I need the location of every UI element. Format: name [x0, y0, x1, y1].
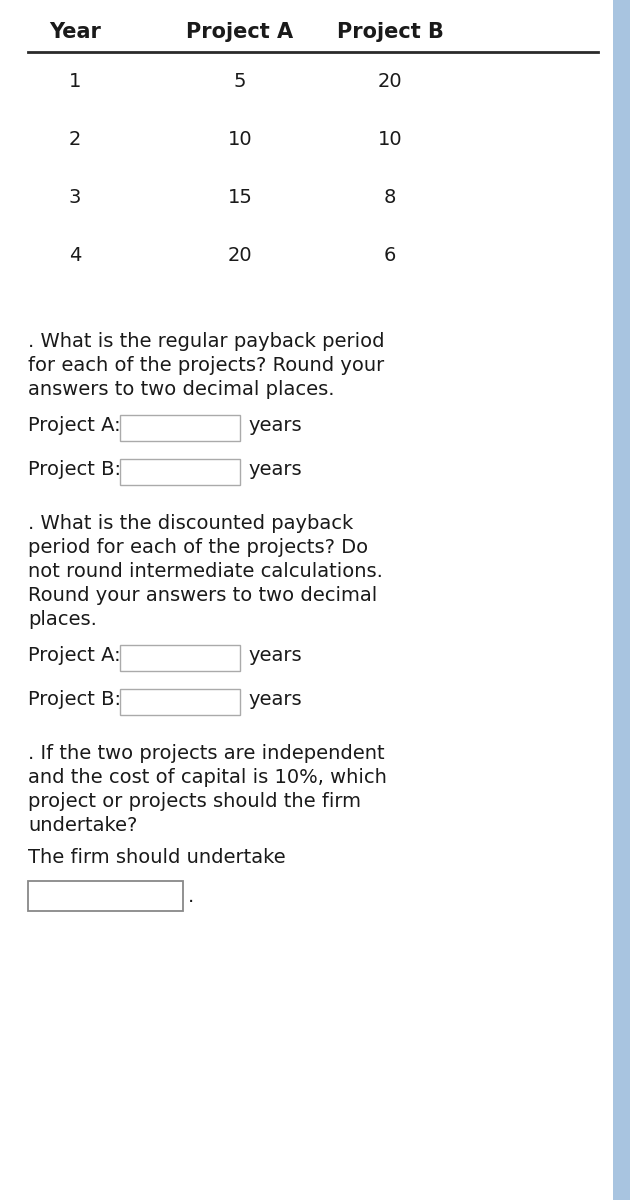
- Text: years: years: [248, 460, 302, 479]
- Text: 4: 4: [69, 246, 81, 265]
- Text: -Select-: -Select-: [38, 887, 122, 906]
- Text: years: years: [248, 416, 302, 434]
- FancyBboxPatch shape: [120, 646, 240, 671]
- Text: Year: Year: [49, 22, 101, 42]
- Text: Project B:: Project B:: [28, 690, 121, 709]
- Text: 1: 1: [69, 72, 81, 91]
- Text: Round your answers to two decimal: Round your answers to two decimal: [28, 586, 377, 605]
- Text: 10: 10: [378, 130, 403, 149]
- Text: for each of the projects? Round your: for each of the projects? Round your: [28, 356, 384, 374]
- Bar: [613, 0, 630, 1200]
- Text: . What is the discounted payback: . What is the discounted payback: [28, 514, 353, 533]
- Text: .: .: [188, 887, 194, 906]
- Text: 2: 2: [69, 130, 81, 149]
- Text: not round intermediate calculations.: not round intermediate calculations.: [28, 562, 383, 581]
- FancyBboxPatch shape: [120, 689, 240, 715]
- Text: Project B: Project B: [336, 22, 444, 42]
- Text: 5: 5: [234, 72, 246, 91]
- Text: answers to two decimal places.: answers to two decimal places.: [28, 380, 335, 398]
- Text: years: years: [248, 646, 302, 665]
- Text: ◇: ◇: [159, 888, 171, 904]
- Text: Project B:: Project B:: [28, 460, 121, 479]
- Text: 3: 3: [69, 188, 81, 206]
- Text: 6: 6: [384, 246, 396, 265]
- Text: . If the two projects are independent: . If the two projects are independent: [28, 744, 385, 763]
- Text: years: years: [248, 690, 302, 709]
- Text: places.: places.: [28, 610, 97, 629]
- FancyBboxPatch shape: [120, 458, 240, 485]
- Text: Project A:: Project A:: [28, 416, 120, 434]
- Text: . What is the regular payback period: . What is the regular payback period: [28, 332, 384, 350]
- Text: 20: 20: [378, 72, 403, 91]
- Text: undertake?: undertake?: [28, 816, 137, 835]
- Text: period for each of the projects? Do: period for each of the projects? Do: [28, 538, 368, 557]
- FancyBboxPatch shape: [28, 881, 183, 911]
- Text: 10: 10: [227, 130, 252, 149]
- Text: 8: 8: [384, 188, 396, 206]
- Text: The firm should undertake: The firm should undertake: [28, 848, 285, 866]
- Text: Project A: Project A: [186, 22, 294, 42]
- FancyBboxPatch shape: [120, 415, 240, 440]
- Text: and the cost of capital is 10%, which: and the cost of capital is 10%, which: [28, 768, 387, 787]
- Text: project or projects should the firm: project or projects should the firm: [28, 792, 361, 811]
- Text: 20: 20: [227, 246, 252, 265]
- Text: Project A:: Project A:: [28, 646, 120, 665]
- Text: 15: 15: [227, 188, 253, 206]
